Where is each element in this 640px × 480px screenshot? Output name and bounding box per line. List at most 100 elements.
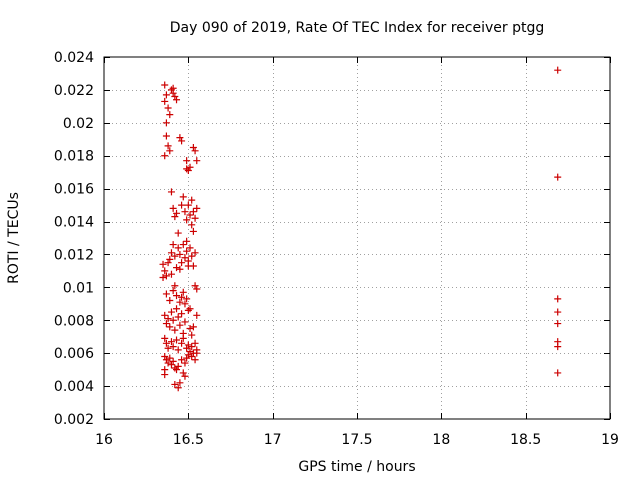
data-point xyxy=(162,290,170,298)
data-point xyxy=(186,163,194,171)
y-axis-label: ROTI / TECUs xyxy=(6,192,22,284)
data-point xyxy=(183,344,191,352)
data-point xyxy=(167,270,175,278)
data-point xyxy=(183,157,191,165)
y-tick-label: 0.008 xyxy=(54,313,94,329)
data-point xyxy=(186,305,194,313)
data-point xyxy=(162,320,170,328)
data-point xyxy=(161,311,169,319)
data-point xyxy=(159,273,167,281)
ticks: 16 16.5 17 17.5 18 18.5 19 0.002 0.004 0.006 0.008… xyxy=(54,50,619,448)
y-tick-label: 0.004 xyxy=(54,379,94,395)
data-point xyxy=(169,84,177,92)
data-point xyxy=(176,134,184,142)
data-point xyxy=(188,252,196,260)
data-point xyxy=(176,321,184,329)
data-point xyxy=(191,339,199,347)
data-point xyxy=(173,96,181,104)
data-point xyxy=(171,326,179,334)
y-tick-label: 0.01 xyxy=(63,280,94,296)
x-tick-label: 19 xyxy=(601,432,619,448)
grid xyxy=(104,57,610,419)
data-point xyxy=(179,288,187,296)
data-point xyxy=(179,369,187,377)
data-point xyxy=(191,356,199,364)
data-point xyxy=(173,305,181,313)
data-point xyxy=(193,285,201,293)
y-tick-label: 0.016 xyxy=(54,182,94,198)
data-point xyxy=(554,369,562,377)
data-point xyxy=(161,334,169,342)
data-point xyxy=(176,379,184,387)
y-tick-label: 0.018 xyxy=(54,149,94,165)
data-points xyxy=(159,66,562,392)
data-point xyxy=(184,341,192,349)
data-point xyxy=(162,356,170,364)
data-point xyxy=(183,165,191,173)
data-point xyxy=(164,104,172,112)
y-tick-label: 0.024 xyxy=(54,50,94,66)
data-point xyxy=(184,201,192,209)
data-point xyxy=(161,97,169,105)
data-point xyxy=(169,241,177,249)
data-point xyxy=(188,352,196,360)
data-point xyxy=(176,250,184,258)
data-point xyxy=(554,295,562,303)
data-point xyxy=(189,208,197,216)
data-point xyxy=(554,66,562,74)
data-point xyxy=(162,339,170,347)
data-point xyxy=(161,152,169,160)
data-point xyxy=(178,259,186,267)
data-point xyxy=(191,282,199,290)
data-point xyxy=(183,295,191,303)
data-point xyxy=(167,308,175,316)
data-point xyxy=(191,214,199,222)
data-point xyxy=(181,208,189,216)
x-tick-label: 16.5 xyxy=(173,432,204,448)
data-point xyxy=(164,315,172,323)
data-point xyxy=(183,216,191,224)
data-point xyxy=(161,267,169,275)
data-point xyxy=(173,292,181,300)
data-point xyxy=(173,264,181,272)
data-point xyxy=(162,272,170,280)
data-point xyxy=(171,380,179,388)
data-point xyxy=(183,247,191,255)
data-point xyxy=(174,229,182,237)
data-point xyxy=(193,311,201,319)
data-point xyxy=(181,318,189,326)
data-point xyxy=(178,293,186,301)
data-point xyxy=(167,249,175,257)
data-point xyxy=(189,144,197,151)
data-point xyxy=(166,147,174,155)
y-tick-label: 0.022 xyxy=(54,83,94,99)
data-point xyxy=(164,344,172,352)
data-point xyxy=(161,371,169,379)
data-point xyxy=(179,193,187,201)
data-point xyxy=(161,352,169,360)
data-point xyxy=(174,384,182,392)
data-point xyxy=(167,338,175,346)
data-point xyxy=(188,331,196,339)
data-point xyxy=(554,308,562,316)
data-point xyxy=(173,336,181,344)
data-point xyxy=(178,137,186,145)
data-point xyxy=(166,297,174,305)
data-point xyxy=(167,86,175,94)
data-point xyxy=(186,325,194,332)
y-tick-label: 0.006 xyxy=(54,346,94,362)
data-point xyxy=(184,262,192,270)
data-point xyxy=(188,196,196,204)
data-point xyxy=(171,282,179,290)
data-point xyxy=(193,204,201,212)
data-point xyxy=(162,119,170,127)
x-tick-label: 18 xyxy=(432,432,450,448)
data-point xyxy=(184,351,192,359)
data-point xyxy=(191,147,199,155)
data-point xyxy=(176,298,184,306)
x-tick-label: 17.5 xyxy=(341,432,372,448)
data-point xyxy=(162,132,170,140)
y-tick-label: 0.012 xyxy=(54,247,94,263)
data-point xyxy=(554,173,562,181)
